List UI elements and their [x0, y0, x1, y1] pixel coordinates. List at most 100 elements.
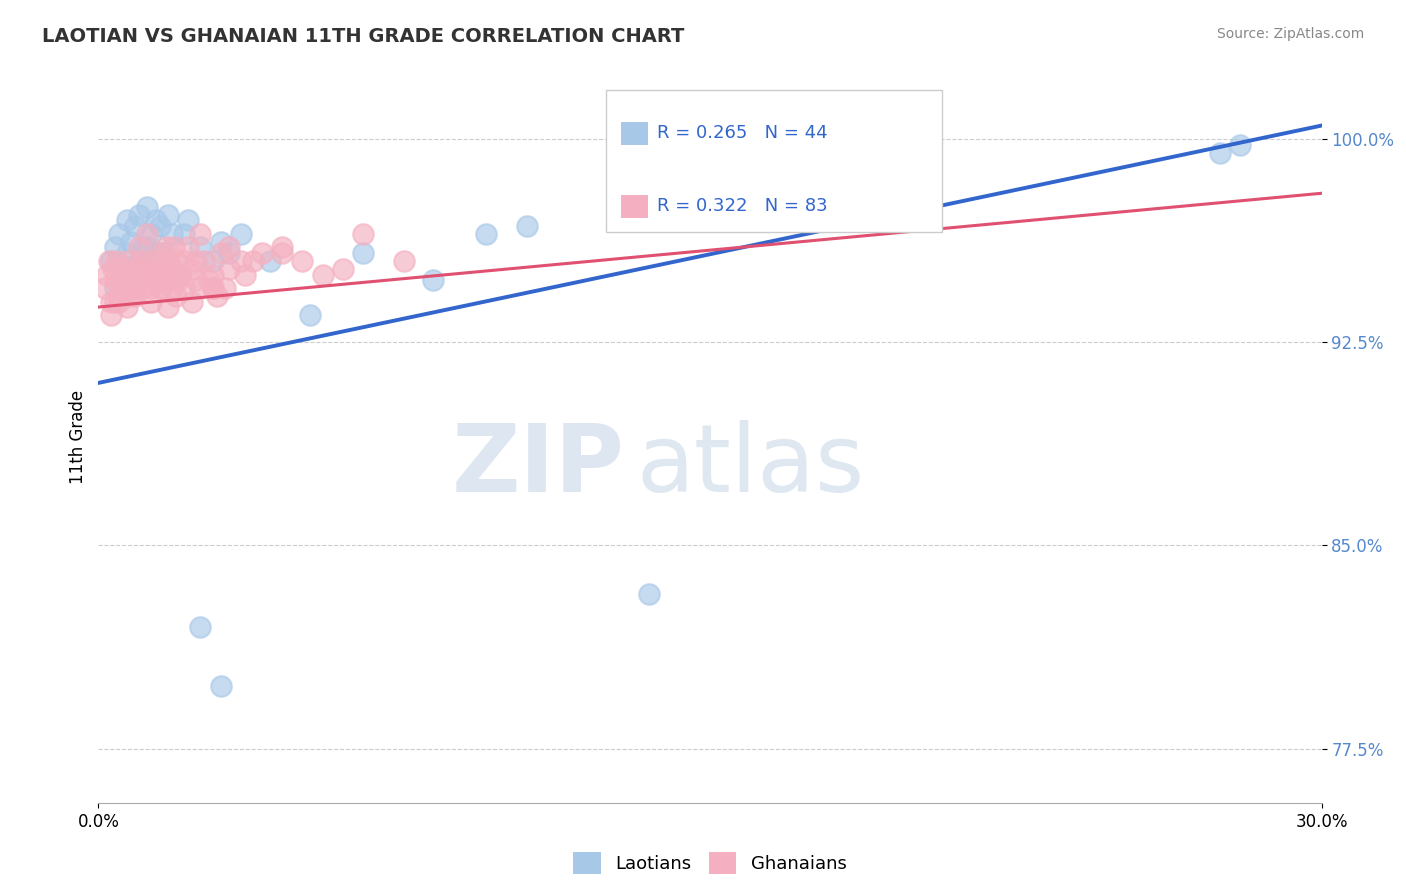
Point [122, 268, 145, 282]
Point [149, 245, 172, 260]
Point [270, 240, 294, 254]
Point [177, 240, 200, 254]
Point [299, 308, 322, 322]
Point [173, 254, 195, 268]
Point [118, 254, 141, 268]
Point [156, 300, 179, 314]
Point [108, 227, 131, 241]
Point [97, 254, 120, 268]
Point [173, 227, 195, 241]
Point [104, 240, 127, 254]
Point [156, 208, 179, 222]
Point [637, 587, 661, 601]
Point [100, 308, 122, 322]
Point [163, 240, 186, 254]
Point [100, 294, 122, 309]
Point [218, 262, 240, 277]
Point [188, 240, 212, 254]
Bar [620, 122, 648, 145]
Point [141, 281, 163, 295]
Y-axis label: 11th Grade: 11th Grade [69, 390, 87, 484]
Point [169, 268, 191, 282]
Point [136, 240, 159, 254]
Point [332, 262, 354, 277]
Point [111, 281, 134, 295]
Point [101, 262, 124, 277]
Point [128, 254, 150, 268]
Point [152, 254, 174, 268]
Point [108, 289, 131, 303]
Point [209, 679, 232, 693]
Point [160, 281, 183, 295]
Point [169, 268, 191, 282]
Point [474, 227, 498, 241]
Point [422, 273, 444, 287]
Point [218, 245, 240, 260]
Point [152, 268, 174, 282]
Point [218, 240, 240, 254]
Point [201, 281, 224, 295]
Point [132, 240, 155, 254]
Point [197, 273, 219, 287]
Point [136, 200, 159, 214]
Bar [606, 89, 942, 232]
Text: ZIP: ZIP [451, 420, 624, 512]
Point [188, 281, 212, 295]
Point [93, 281, 115, 295]
Point [270, 245, 294, 260]
Point [120, 235, 142, 249]
Point [156, 254, 179, 268]
Point [124, 289, 146, 303]
Point [138, 268, 160, 282]
Point [169, 268, 191, 282]
Point [136, 227, 159, 241]
Point [124, 281, 146, 295]
Point [114, 262, 136, 277]
Point [205, 289, 228, 303]
Legend: Laotians, Ghanaians: Laotians, Ghanaians [567, 845, 853, 881]
Point [115, 245, 138, 260]
Point [193, 254, 215, 268]
Point [167, 273, 190, 287]
Point [120, 289, 142, 303]
Point [145, 213, 167, 227]
Point [165, 289, 187, 303]
Text: LAOTIAN VS GHANAIAN 11TH GRADE CORRELATION CHART: LAOTIAN VS GHANAIAN 11TH GRADE CORRELATI… [42, 27, 685, 45]
Point [124, 219, 146, 233]
Point [145, 273, 167, 287]
Point [136, 268, 159, 282]
Point [201, 268, 224, 282]
Point [177, 213, 200, 227]
Point [128, 254, 150, 268]
Point [100, 254, 122, 268]
Point [201, 254, 224, 268]
Point [214, 281, 236, 295]
Point [110, 268, 132, 282]
Point [152, 245, 174, 260]
Point [392, 254, 416, 268]
Point [149, 281, 172, 295]
Point [155, 240, 177, 254]
Point [141, 227, 163, 241]
Point [231, 227, 253, 241]
Point [231, 254, 253, 268]
Point [120, 281, 142, 295]
Point [173, 281, 195, 295]
Point [201, 281, 224, 295]
Point [115, 213, 138, 227]
Point [1208, 145, 1232, 160]
Point [132, 281, 155, 295]
Point [127, 262, 149, 277]
Point [129, 254, 152, 268]
Point [104, 281, 127, 295]
Text: R = 0.265   N = 44: R = 0.265 N = 44 [658, 124, 828, 142]
Point [188, 227, 212, 241]
Point [105, 254, 128, 268]
Point [115, 300, 138, 314]
Point [111, 268, 134, 282]
Point [160, 262, 183, 277]
Point [1229, 137, 1251, 152]
Point [188, 620, 212, 634]
Point [142, 254, 165, 268]
Point [169, 268, 191, 282]
